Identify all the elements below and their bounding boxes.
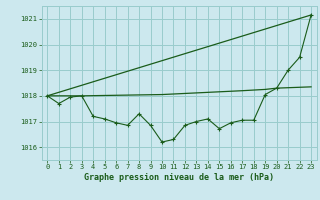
X-axis label: Graphe pression niveau de la mer (hPa): Graphe pression niveau de la mer (hPa) — [84, 173, 274, 182]
